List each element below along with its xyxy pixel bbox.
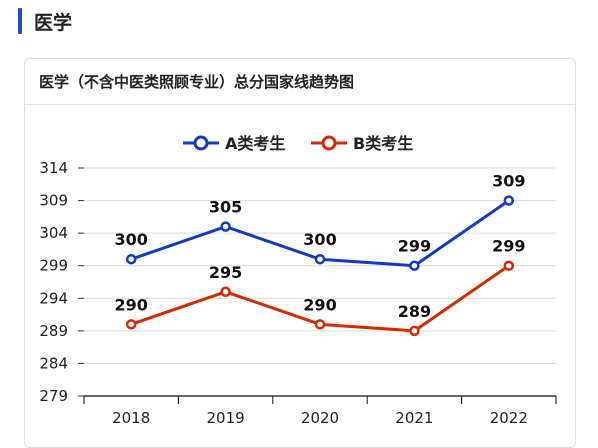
data-label-b: 290 [114,295,147,314]
y-tick-label: 304 [39,224,68,242]
y-tick-label: 309 [39,192,68,210]
data-point-b [220,286,231,298]
data-point-b [125,319,137,330]
data-point-b [503,260,515,271]
data-label-a: 309 [492,172,525,191]
data-point-a [220,221,231,232]
y-tick-label: 294 [39,289,68,307]
legend-marker-a [193,135,209,151]
data-point-a [503,195,515,206]
section-header: 医学 [18,6,72,36]
section-accent-bar [18,8,22,34]
data-point-b [314,319,326,330]
y-tick-label: 299 [39,257,68,275]
legend-marker-b [321,135,337,151]
data-label-a: 305 [209,198,242,217]
trend-line-chart: 314 309 304 299 294 289 284 279 2018 2019 2020 2021… [39,134,557,427]
x-tick-label: 2020 [301,409,339,427]
legend-label-a: A类考生 [225,134,285,153]
y-tick-label: 314 [39,159,68,177]
data-label-b: 299 [492,237,525,256]
data-label-a: 300 [303,230,336,249]
y-tick-label: 284 [39,354,68,372]
data-label-b: 295 [209,263,242,282]
data-point-a [125,253,137,265]
y-tick-label: 279 [39,387,68,405]
x-tick-label: 2019 [207,409,245,427]
x-tick-label: 2022 [490,409,528,427]
legend-label-b: B类考生 [353,134,413,153]
data-label-a: 299 [398,237,431,256]
x-tick-label: 2018 [112,409,150,427]
data-label-b: 289 [398,302,431,321]
data-point-a [314,253,326,265]
data-point-a [409,260,420,271]
data-label-a: 300 [114,230,147,249]
y-tick-label: 289 [39,322,68,340]
x-tick-label: 2021 [395,409,433,427]
chart-card-title: 医学（不含中医类照顾专业）总分国家线趋势图 [39,73,355,91]
chart-card-header: 医学（不含中医类照顾专业）总分国家线趋势图 [25,59,575,105]
data-label-b: 290 [303,295,336,314]
section-title: 医学 [34,11,73,34]
data-point-b [409,325,420,337]
